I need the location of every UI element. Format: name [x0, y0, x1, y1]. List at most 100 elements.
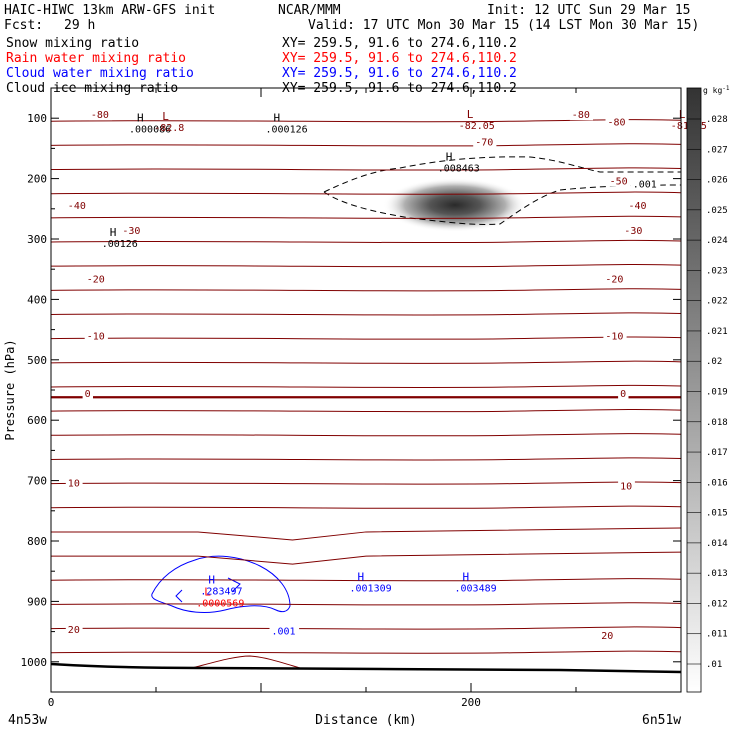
isotherm-line — [51, 312, 681, 316]
low-marker: L — [679, 108, 686, 121]
extremum-value: .000126 — [266, 124, 308, 135]
legend-field-name: Snow mixing ratio — [6, 36, 139, 51]
colorbar: g kg-1 .028 .027 .026 .025 .024 .023 .022 .021.… — [686, 85, 730, 693]
colorbar-label: .015 — [706, 509, 728, 519]
legend-field-name: Cloud water mixing ratio — [6, 66, 194, 81]
legend-field-xy: XY= 259.5, 91.6 to 274.6,110.2 — [282, 66, 517, 81]
contour-label-bg — [84, 273, 108, 285]
colorbar-label: .027 — [706, 145, 728, 155]
contour-label-bg — [603, 273, 627, 285]
high-marker: H — [274, 111, 281, 124]
contour-label-bg — [607, 175, 631, 187]
y-tick-label: 300 — [27, 233, 47, 246]
colorbar-label: .012 — [706, 599, 728, 609]
y-tick-label: 900 — [27, 595, 47, 608]
contour-label: -10 — [87, 331, 105, 342]
extremum-value: .001309 — [350, 583, 392, 594]
contour-label-bg — [630, 178, 661, 190]
contour-label-bg — [88, 109, 113, 121]
extremum-value: -82.8 — [154, 123, 184, 134]
valid-time: Valid: 17 UTC Mon 30 Mar 15 (14 LST Mon … — [308, 18, 699, 33]
x-tick-label: 200 — [461, 696, 481, 709]
fcst-value: 29 h — [64, 18, 95, 33]
terrain-line — [50, 662, 682, 674]
y-tick-label: 500 — [27, 354, 47, 367]
contour-label: .001 — [633, 180, 657, 191]
isotherm-line — [51, 527, 681, 541]
colorbar-label: .013 — [706, 569, 728, 579]
colorbar-label: .019 — [706, 388, 728, 398]
center-name: NCAR/MMM — [278, 3, 341, 18]
contour-label-bg — [618, 480, 635, 492]
contour-label-bg — [473, 136, 497, 148]
extremum-value: .00126 — [102, 239, 138, 250]
extremum-value: .0000569 — [196, 598, 244, 609]
contour-label-bg — [569, 109, 593, 121]
contour-label-bg — [605, 116, 629, 128]
x-axis-label: Distance (km) — [315, 713, 417, 728]
legend-field-xy: XY= 259.5, 91.6 to 274.6,110.2 — [282, 51, 517, 66]
isotherm-line — [51, 288, 681, 292]
x-axis: 0 200 — [48, 88, 682, 709]
isotherm-line — [51, 384, 681, 389]
isotherm-line — [51, 360, 681, 364]
header: HAIC-HIWC 13km ARW-GFS init NCAR/MMM Ini… — [4, 3, 699, 33]
high-marker: H — [208, 573, 215, 586]
right-endpoint: 6n51w — [642, 713, 681, 728]
colorbar-ramp — [686, 87, 702, 693]
colorbar-label: .022 — [706, 297, 728, 307]
contour-label-bg — [65, 623, 83, 635]
y-axis-label: Pressure (hPa) — [3, 339, 17, 440]
left-endpoint: 4n53w — [8, 713, 47, 728]
legend-field-xy: XY= 259.5, 91.6 to 274.6,110.2 — [282, 36, 517, 51]
y-tick-label: 1000 — [21, 656, 48, 669]
annotations: -80 -80 -80 -70 -50 -40 -40 -30 -30 -20 -20 -10 -10 0… — [65, 108, 707, 642]
y-tick-label: 600 — [27, 414, 47, 427]
contour-label: -20 — [605, 274, 623, 285]
contour-label: -70 — [475, 137, 493, 148]
contour-label: -10 — [605, 331, 623, 342]
high-marker: H — [137, 111, 144, 124]
isotherm-line — [51, 408, 681, 413]
low-marker: L — [467, 108, 474, 121]
contour-label-bg — [622, 225, 646, 237]
colorbar-label: .021 — [706, 327, 728, 337]
contour-label: -20 — [87, 274, 105, 285]
contour-label-bg — [269, 625, 300, 637]
field-legend: Snow mixing ratio XY= 259.5, 91.6 to 274.… — [6, 36, 517, 96]
fcst-label: Fcst: — [4, 18, 43, 33]
high-marker: H — [358, 570, 365, 583]
contour-label: 20 — [601, 631, 613, 642]
low-marker: L — [204, 585, 211, 598]
isotherm-line — [51, 551, 681, 565]
cloud-water-contour — [151, 555, 291, 614]
isotherm-line — [51, 578, 681, 582]
contour-label: -40 — [629, 201, 647, 212]
extremum-value: -82.05 — [459, 121, 495, 132]
contour-label: -80 — [608, 117, 626, 128]
y-tick-label: 100 — [27, 112, 47, 125]
plot-frame — [50, 87, 682, 693]
isotherm-line — [51, 505, 681, 509]
contour-label-bg — [84, 330, 108, 342]
colorbar-label: .02 — [706, 357, 722, 367]
contour-label: 0 — [85, 389, 91, 400]
high-marker: H — [446, 151, 453, 164]
isotherm-line — [51, 457, 681, 461]
contour-label-bg — [618, 388, 629, 400]
isotherm-line — [51, 167, 681, 171]
contour-label: .001 — [272, 627, 296, 638]
low-marker: L — [162, 110, 169, 123]
rain-contour — [191, 655, 301, 669]
y-tick-label: 700 — [27, 475, 47, 488]
colorbar-label: .025 — [706, 206, 728, 216]
contour-label: -80 — [572, 110, 590, 121]
colorbar-label: .028 — [706, 115, 728, 125]
colorbar-label: .024 — [706, 236, 728, 246]
isotherm-line — [51, 264, 681, 268]
model-title: HAIC-HIWC 13km ARW-GFS init — [4, 3, 215, 18]
contour-label: 10 — [68, 479, 80, 490]
contour-label-bg — [65, 199, 89, 211]
